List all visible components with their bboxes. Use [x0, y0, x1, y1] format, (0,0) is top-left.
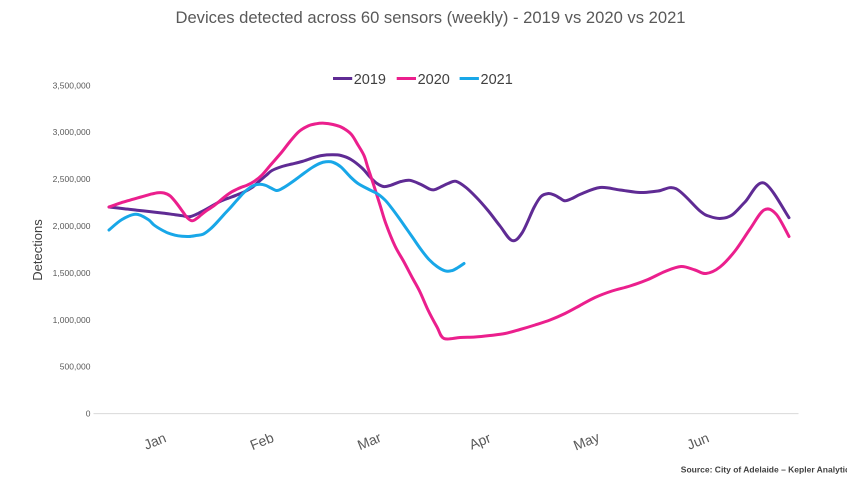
svg-text:1,000,000: 1,000,000 [53, 315, 91, 325]
svg-text:2,000,000: 2,000,000 [53, 221, 91, 231]
svg-text:2021: 2021 [481, 72, 513, 88]
svg-text:1,500,000: 1,500,000 [53, 268, 91, 278]
svg-text:0: 0 [86, 409, 91, 419]
svg-text:Devices detected across 60 sen: Devices detected across 60 sensors (week… [175, 8, 685, 27]
svg-text:3,000,000: 3,000,000 [53, 127, 91, 137]
svg-text:500,000: 500,000 [60, 362, 91, 372]
svg-text:Apr: Apr [467, 429, 494, 452]
svg-text:Jan: Jan [141, 429, 168, 452]
svg-text:3,500,000: 3,500,000 [53, 80, 91, 90]
svg-text:Source: City of Adelaide – Kep: Source: City of Adelaide – Kepler Analyt… [681, 465, 847, 475]
svg-text:Jun: Jun [684, 429, 711, 452]
svg-text:2020: 2020 [418, 72, 450, 88]
svg-text:2019: 2019 [354, 72, 386, 88]
svg-text:Detections: Detections [30, 219, 45, 281]
svg-text:2,500,000: 2,500,000 [53, 174, 91, 184]
